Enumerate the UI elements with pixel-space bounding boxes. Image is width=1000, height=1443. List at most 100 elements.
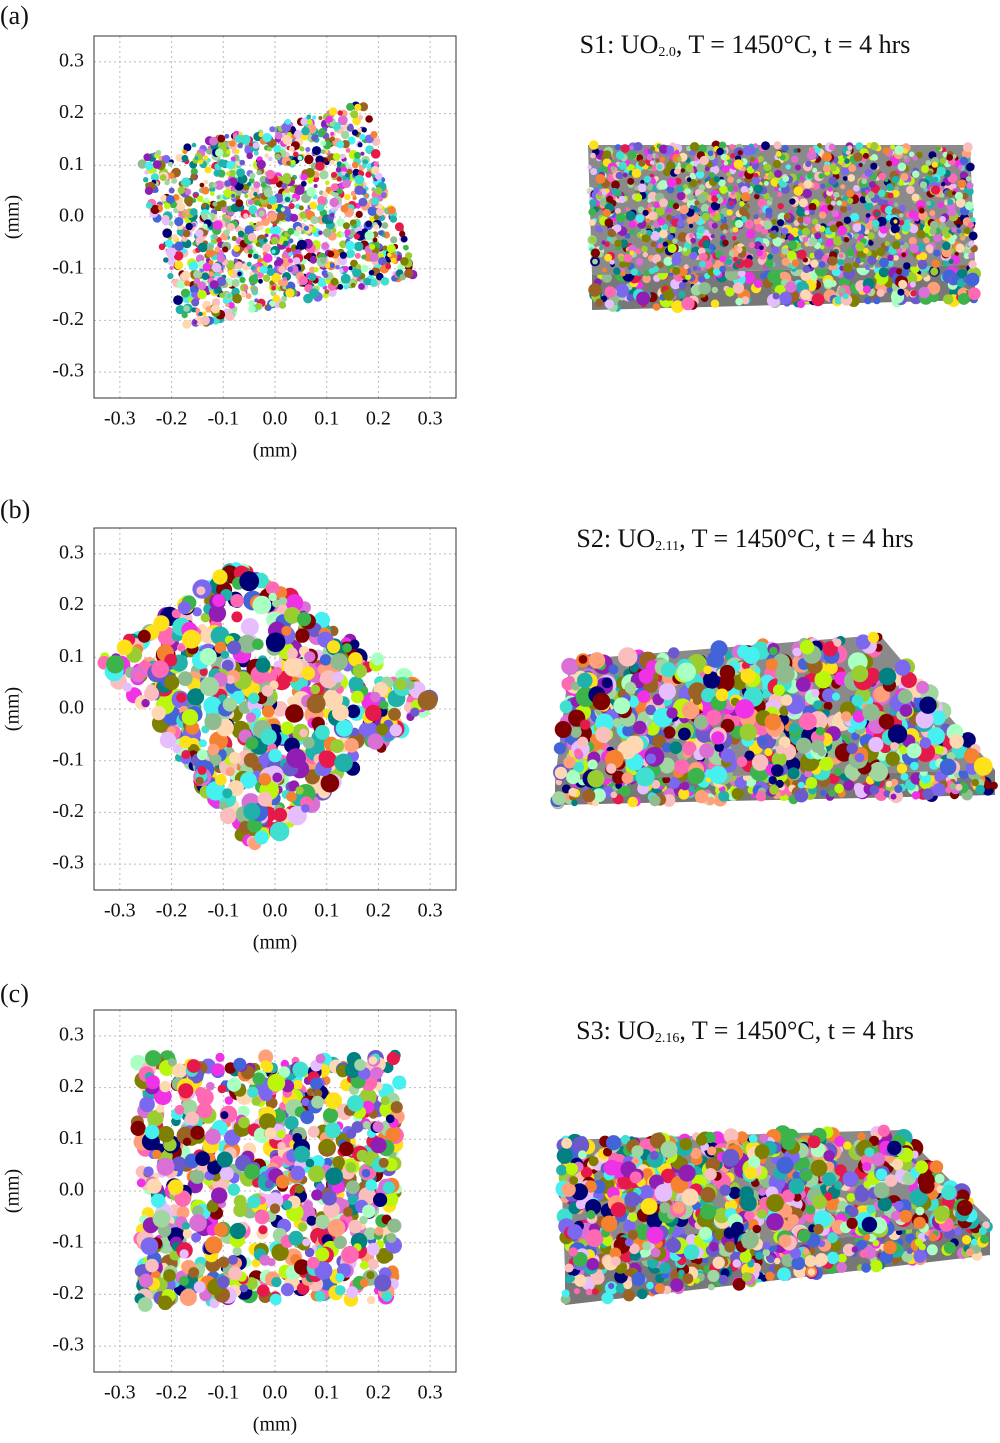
grain [337,115,348,126]
grain [231,611,243,623]
grain [286,647,298,660]
grain [745,229,756,239]
x-tick-label: 0.2 [366,1382,391,1404]
grain [369,252,379,262]
grain [836,200,842,206]
grain [657,217,666,226]
grain [190,168,198,176]
grain [687,767,705,785]
grain [208,271,214,277]
grain [719,185,728,194]
grain [168,187,175,194]
grain [212,201,218,207]
grain [230,156,236,162]
grain [775,664,795,684]
grain [966,182,974,190]
grain [929,220,939,230]
y-tick-label: 0.1 [59,645,84,667]
grain [597,191,602,196]
grain [650,241,657,248]
grain [197,195,204,202]
grain [706,796,716,806]
grain [763,180,769,186]
grain [325,263,331,269]
grain [280,721,294,735]
grain [592,692,611,711]
grain [757,155,764,162]
grain [294,185,305,196]
grain [288,251,293,257]
grain [195,308,201,313]
grain [882,199,889,206]
grain [330,212,335,217]
grain [595,174,606,184]
grain [914,216,920,222]
grain [900,240,905,246]
grain [723,160,729,166]
grain [589,199,597,207]
grain [248,299,256,307]
grain [798,198,808,208]
grain [283,657,304,677]
grain [367,206,378,216]
grain [336,140,345,149]
grain [801,227,810,236]
grain [731,787,744,800]
grain [244,225,254,235]
x-tick-label: -0.2 [156,1382,188,1404]
grain [368,269,375,276]
grain [268,592,277,602]
grain [184,188,192,196]
grain [258,225,264,231]
grain [736,756,748,767]
grain [335,264,340,270]
grain [286,247,292,253]
grain [318,230,323,236]
grain [289,145,295,152]
grain [759,245,764,251]
grain [361,127,367,133]
grain [303,293,313,304]
grain [284,187,290,193]
grain [797,216,805,224]
grain [364,193,369,198]
grain [640,179,645,185]
grain [352,195,357,201]
grain [677,662,696,682]
grain [810,259,819,268]
grain [703,665,713,675]
grain [932,783,946,797]
grain [277,212,286,221]
grain [831,692,841,701]
grain [342,179,351,189]
grain [199,182,205,188]
grain [228,751,241,765]
grain [228,302,235,309]
grain [337,284,344,290]
grain [652,303,661,311]
y-tick-label: 0.1 [59,153,84,175]
grain [397,263,405,271]
grain [875,211,880,217]
grain [897,689,913,704]
grain [226,223,236,232]
grain [301,804,310,813]
grain [737,150,743,156]
grain [394,678,407,691]
grain [743,258,753,269]
grain [649,794,661,807]
grain [144,686,159,701]
grain [346,102,355,111]
grain [265,632,286,653]
grain [341,140,350,149]
grain [719,265,726,273]
grain [886,160,893,167]
grain [243,284,248,290]
grain [272,772,283,783]
grain [868,240,874,246]
grain [404,268,414,278]
grain [265,305,272,312]
grain [231,193,236,198]
grain [301,666,316,680]
grain [787,767,800,780]
